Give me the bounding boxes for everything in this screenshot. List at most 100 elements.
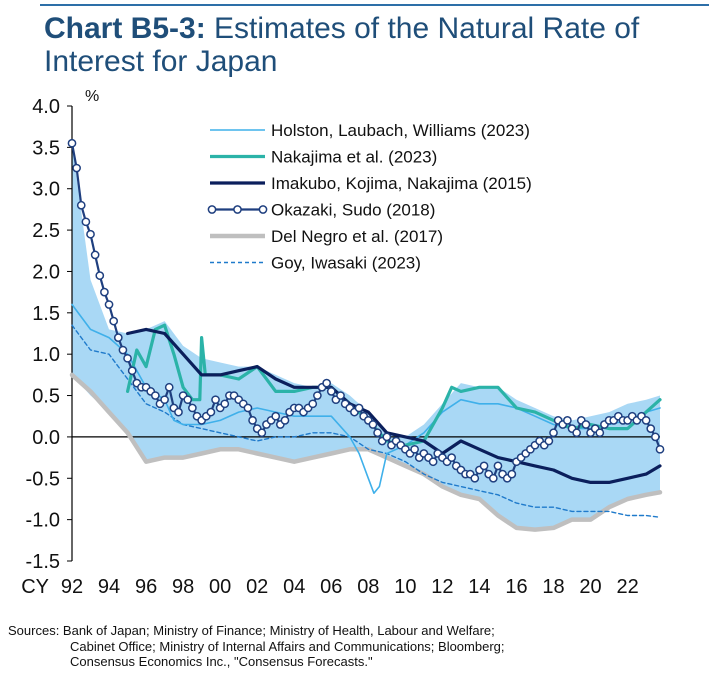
series-point (655, 444, 665, 454)
series-point (581, 420, 591, 429)
series-3 (67, 138, 665, 483)
sources-line: Sources: Bank of Japan; Ministry of Fina… (8, 623, 495, 638)
series-point (470, 473, 480, 483)
series-line (126, 327, 662, 484)
series-point (174, 407, 183, 417)
series-point (572, 428, 582, 438)
series-point (507, 469, 517, 479)
x-tick-label: 14 (468, 576, 490, 598)
x-axis-prefix: CY (21, 576, 49, 598)
x-tick-label: 98 (172, 576, 194, 598)
series-point (308, 399, 318, 409)
series-point (271, 411, 281, 421)
legend-marker (258, 205, 268, 214)
series-point (326, 387, 336, 396)
chart-legend: Holston, Laubach, Williams (2023) Nakajim… (207, 121, 532, 273)
x-tick-label: 16 (505, 576, 527, 598)
chart-title-text: Estimates of the Natural Rate of Interes… (44, 12, 640, 78)
series-point (118, 345, 128, 355)
y-tick-label: 2.5 (32, 220, 60, 242)
x-tick-label: 00 (209, 576, 231, 598)
legend-item: Imakubo, Kojima, Nakajima (2015) (210, 174, 532, 193)
series-point (479, 461, 489, 471)
x-tick-label: 12 (431, 576, 453, 598)
legend-item: Nakajima et al. (2023) (210, 148, 437, 167)
series-point (373, 428, 382, 438)
y-unit-label: % (85, 88, 99, 105)
series-point (164, 382, 174, 392)
series-point (95, 271, 105, 280)
x-tick-label: 22 (616, 576, 638, 598)
series-line (71, 324, 661, 518)
series-point (90, 250, 100, 260)
legend-item: Holston, Laubach, Williams (2023) (210, 121, 530, 140)
x-tick-label: 02 (246, 576, 268, 598)
series-point (549, 428, 558, 438)
sources-line: Cabinet Office; Ministry of Internal Aff… (70, 638, 505, 654)
series-point (100, 287, 109, 297)
series-point (248, 416, 257, 425)
chart-title: Chart B5-3: Estimates of the Natural Rat… (44, 12, 709, 78)
legend-item: Okazaki, Sudo (2018) (207, 201, 435, 220)
sources-note: Sources: Bank of Japan; Ministry of Fina… (8, 623, 708, 670)
series-point (447, 453, 457, 462)
series-point (220, 399, 230, 409)
series-point (322, 378, 331, 388)
series-point (544, 436, 554, 446)
series-point (109, 316, 119, 326)
series-point (488, 473, 498, 483)
series-5 (71, 324, 661, 518)
series-point (113, 333, 123, 342)
series-point (104, 300, 114, 309)
series-point (651, 432, 660, 442)
series-point (368, 420, 378, 429)
series-point (641, 416, 651, 425)
sources-line: Consensus Economics Inc., "Consensus For… (70, 654, 373, 669)
series-point (410, 444, 419, 454)
series-point (123, 353, 132, 363)
series-point (646, 424, 656, 433)
series-point (595, 428, 605, 438)
x-tick-label: 94 (98, 576, 120, 598)
series-point (354, 403, 364, 413)
x-tick-label: 04 (283, 576, 305, 598)
series-2 (126, 327, 662, 484)
series-point (211, 395, 220, 405)
chart-axes: 4.03.53.02.52.01.51.00.50.0-0.5-1.0-1.59… (21, 88, 660, 598)
legend-label: Goy, Iwasaki (2023) (271, 254, 421, 273)
legend-label: Imakubo, Kojima, Nakajima (2015) (271, 174, 532, 193)
series-point (150, 391, 160, 400)
legend-label: Del Negro et al. (2017) (271, 227, 443, 246)
series-point (76, 200, 86, 210)
series-point (493, 461, 503, 471)
legend-label: Holston, Laubach, Williams (2023) (271, 121, 530, 140)
series-point (206, 407, 216, 417)
series-point (313, 391, 322, 400)
title-rule (40, 4, 709, 6)
series-point (257, 428, 267, 438)
series-point (188, 403, 197, 413)
legend-item: Goy, Iwasaki (2023) (210, 254, 421, 273)
y-tick-label: 0.0 (32, 427, 60, 449)
y-tick-label: 2.0 (32, 261, 60, 283)
y-tick-label: 4.0 (32, 96, 60, 118)
x-tick-label: 08 (357, 576, 379, 598)
series-point (563, 416, 572, 425)
x-tick-label: 18 (542, 576, 564, 598)
y-tick-label: 1.5 (32, 303, 60, 325)
series-point (243, 403, 253, 413)
series-point (86, 229, 95, 239)
legend-marker (233, 205, 242, 214)
y-tick-label: 3.5 (32, 137, 60, 159)
series-point (382, 432, 392, 442)
series-point (72, 163, 81, 173)
x-tick-label: 96 (135, 576, 157, 598)
y-tick-label: 3.0 (32, 179, 60, 201)
legend-label: Okazaki, Sudo (2018) (271, 201, 435, 220)
series-point (127, 366, 137, 376)
y-tick-label: -1.0 (26, 510, 60, 532)
x-tick-label: 06 (320, 576, 342, 598)
series-point (336, 391, 345, 400)
x-tick-label: 10 (394, 576, 416, 598)
series-point (280, 416, 290, 425)
